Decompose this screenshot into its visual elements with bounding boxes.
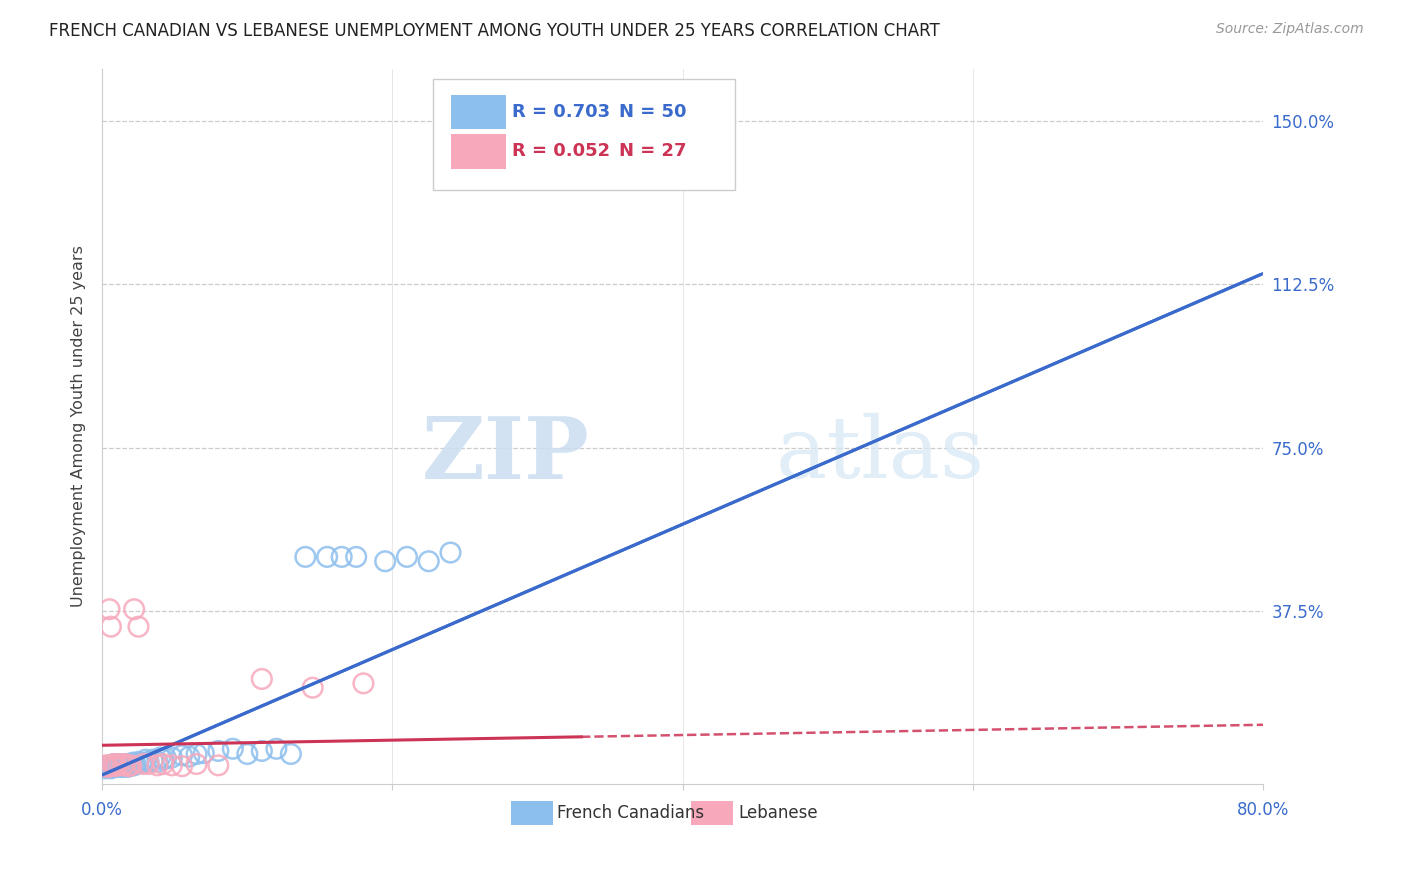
Point: [108, 757, 131, 772]
FancyBboxPatch shape: [450, 135, 506, 169]
Point: [94, 759, 117, 773]
Point: [149, 750, 172, 764]
Point: [316, 549, 339, 564]
Point: [100, 761, 122, 775]
Text: ZIP: ZIP: [422, 413, 591, 497]
Text: R = 0.052: R = 0.052: [512, 142, 610, 160]
Point: [114, 757, 136, 772]
Point: [117, 758, 139, 772]
Point: [97, 760, 120, 774]
Point: [108, 757, 131, 772]
Point: [107, 758, 129, 772]
Point: [135, 753, 157, 767]
Point: [128, 755, 150, 769]
Point: [128, 620, 150, 634]
Point: [105, 758, 128, 772]
Point: [193, 746, 215, 760]
Point: [160, 758, 183, 772]
Point: [250, 672, 273, 686]
Point: [100, 620, 122, 634]
Text: Lebanese: Lebanese: [738, 804, 818, 822]
FancyBboxPatch shape: [450, 95, 506, 129]
Point: [186, 757, 208, 772]
Point: [170, 759, 193, 773]
Point: [110, 760, 132, 774]
Point: [96, 759, 118, 773]
Point: [96, 758, 118, 772]
Point: [146, 755, 169, 769]
Point: [170, 748, 193, 763]
Point: [111, 759, 134, 773]
Point: [207, 744, 229, 758]
Text: French Canadians: French Canadians: [557, 804, 704, 822]
Point: [104, 759, 127, 773]
Text: Source: ZipAtlas.com: Source: ZipAtlas.com: [1216, 22, 1364, 37]
Text: FRENCH CANADIAN VS LEBANESE UNEMPLOYMENT AMONG YOUTH UNDER 25 YEARS CORRELATION : FRENCH CANADIAN VS LEBANESE UNEMPLOYMENT…: [49, 22, 941, 40]
Point: [142, 753, 165, 767]
Point: [104, 760, 127, 774]
Text: R = 0.703: R = 0.703: [512, 103, 610, 121]
Point: [117, 759, 139, 773]
Point: [179, 749, 201, 764]
Point: [146, 758, 169, 772]
Point: [250, 744, 273, 758]
Point: [330, 549, 353, 564]
Point: [207, 758, 229, 772]
FancyBboxPatch shape: [433, 79, 735, 190]
Point: [124, 757, 146, 772]
Text: N = 27: N = 27: [619, 142, 686, 160]
Point: [114, 757, 136, 772]
Point: [301, 681, 323, 695]
Text: 80.0%: 80.0%: [1237, 801, 1289, 819]
FancyBboxPatch shape: [510, 801, 553, 825]
Point: [120, 758, 142, 772]
Point: [132, 757, 155, 772]
Text: N = 50: N = 50: [619, 103, 686, 121]
Point: [101, 758, 124, 772]
Point: [122, 758, 145, 772]
Point: [294, 549, 316, 564]
Point: [112, 758, 135, 772]
Point: [115, 760, 138, 774]
Point: [118, 759, 141, 773]
Point: [94, 761, 117, 775]
Y-axis label: Unemployment Among Youth under 25 years: Unemployment Among Youth under 25 years: [72, 245, 86, 607]
Point: [131, 756, 153, 770]
Point: [280, 747, 302, 761]
Text: 0.0%: 0.0%: [82, 801, 124, 819]
Point: [236, 747, 259, 761]
Point: [155, 751, 177, 765]
Point: [138, 755, 160, 769]
Point: [98, 758, 121, 772]
Point: [120, 757, 142, 772]
Point: [344, 549, 367, 564]
Point: [97, 760, 120, 774]
Point: [186, 747, 208, 761]
Point: [138, 757, 160, 772]
Point: [152, 757, 174, 772]
Point: [152, 753, 174, 767]
Point: [122, 602, 145, 616]
Point: [98, 602, 121, 616]
Point: [374, 554, 396, 568]
Point: [222, 741, 245, 756]
Point: [111, 758, 134, 772]
Point: [103, 757, 125, 772]
Point: [121, 756, 143, 770]
FancyBboxPatch shape: [690, 801, 733, 825]
Point: [352, 676, 374, 690]
Text: atlas: atlas: [776, 413, 984, 496]
Point: [103, 757, 125, 772]
Point: [160, 750, 183, 764]
Point: [266, 741, 288, 756]
Point: [101, 759, 124, 773]
Point: [105, 759, 128, 773]
Point: [395, 549, 418, 564]
Point: [418, 554, 440, 568]
Point: [439, 545, 461, 559]
